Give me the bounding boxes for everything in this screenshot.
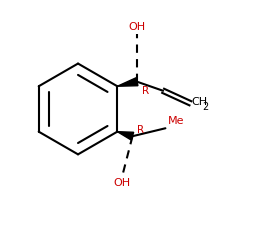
Text: Me: Me [168, 116, 184, 126]
Polygon shape [117, 78, 138, 86]
Text: CH: CH [192, 97, 208, 107]
Polygon shape [117, 132, 134, 140]
Text: OH: OH [114, 178, 131, 188]
Text: R: R [142, 86, 149, 96]
Text: 2: 2 [202, 102, 209, 112]
Text: OH: OH [129, 22, 145, 32]
Text: R: R [138, 125, 145, 135]
